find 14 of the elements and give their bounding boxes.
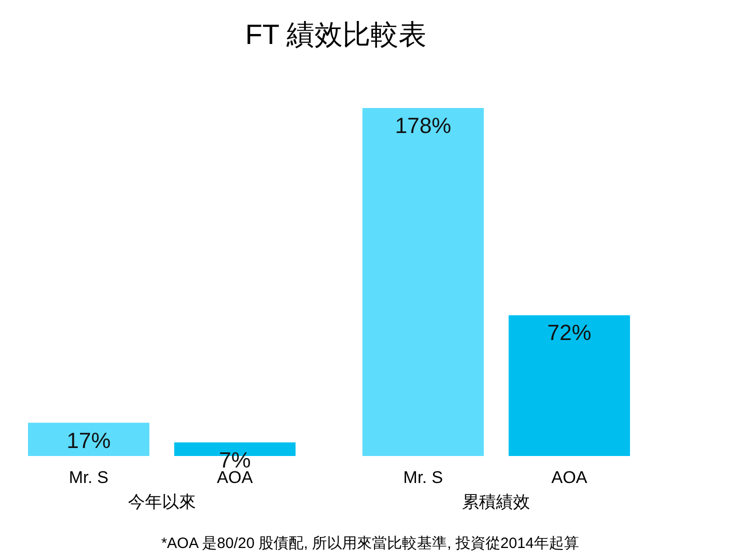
data-label: 72% — [547, 320, 592, 346]
bar — [362, 108, 484, 456]
text: AOA — [551, 468, 588, 487]
x-tick-label: 累積績效 — [462, 492, 530, 512]
bar — [28, 422, 150, 456]
chart-title: FT 績效比較表 — [245, 19, 427, 50]
series-label: AOA — [216, 468, 254, 487]
x-tick-label: 今年以來 — [128, 492, 196, 512]
bar — [508, 315, 630, 456]
text: *AOA 是80/20 股債配, 所以用來當比較基準, 投資從2014年起算 — [160, 534, 580, 553]
series-label: Mr. S — [68, 468, 109, 487]
data-label: 17% — [66, 428, 111, 453]
data-label: 178% — [394, 113, 452, 138]
text: Mr. S — [403, 468, 443, 487]
